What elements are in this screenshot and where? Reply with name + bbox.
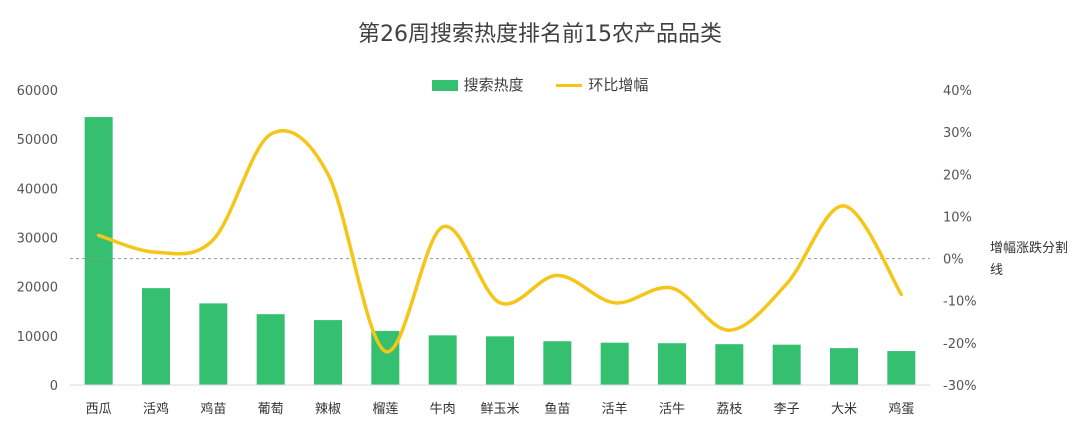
left-tick-label: 10000: [17, 330, 58, 345]
bar-鸡苗: [199, 303, 228, 385]
bar-牛肉: [428, 335, 457, 385]
bar-鲜玉米: [486, 336, 514, 385]
right-tick-label: 30%: [943, 126, 972, 141]
left-tick-label: 30000: [17, 232, 58, 247]
legend-bar-swatch: [431, 80, 458, 91]
right-tick-label: 20%: [943, 168, 972, 183]
legend-item-bar[interactable]: 搜索热度: [431, 74, 524, 95]
bar-葡萄: [256, 314, 285, 385]
right-axis: -30% -20% -10% 0% 10% 20% 30% 40%: [943, 84, 977, 394]
category-label: 活羊: [602, 401, 628, 417]
category-label: 西瓜: [86, 402, 112, 417]
left-axis: 0 10000 20000 30000 40000 50000 60000: [17, 84, 58, 394]
category-label: 鸡苗: [200, 401, 226, 417]
right-tick-label: 10%: [943, 210, 972, 225]
legend: 搜索热度 环比增幅: [0, 74, 1080, 95]
category-label: 活鸡: [143, 401, 169, 417]
legend-line-swatch: [556, 84, 583, 87]
bar-鱼苗: [543, 341, 572, 385]
bar-李子: [772, 344, 801, 385]
bar-大米: [830, 348, 858, 385]
right-tick-label: -20%: [943, 337, 977, 352]
category-label: 辣椒: [315, 402, 341, 417]
category-label: 鲜玉米: [480, 402, 519, 417]
chart-title: 第26周搜索热度排名前15农产品品类: [358, 22, 722, 47]
left-tick-label: 50000: [17, 133, 58, 148]
bar-辣椒: [314, 320, 342, 385]
category-label: 鸡蛋: [888, 401, 914, 417]
category-label: 活牛: [659, 402, 685, 417]
bar-西瓜: [84, 117, 113, 386]
right-tick-label: 40%: [943, 84, 972, 99]
category-label: 牛肉: [430, 402, 456, 417]
category-label: 李子: [774, 402, 800, 417]
category-axis: 西瓜 活鸡 鸡苗 葡萄 辣椒 榴莲 牛肉 鲜玉米 鱼苗 活羊 活牛 荔枝 李子 大米 鸡蛋: [86, 401, 915, 417]
category-label: 葡萄: [258, 402, 284, 417]
legend-line-label: 环比增幅: [588, 76, 649, 94]
legend-bar-label: 搜索热度: [463, 76, 524, 94]
legend-item-line[interactable]: 环比增幅: [556, 74, 648, 95]
category-label: 榴莲: [372, 402, 398, 417]
bar-鸡蛋: [887, 351, 916, 385]
left-tick-label: 40000: [17, 182, 58, 197]
divider-annotation: 增幅涨跌分割线: [990, 241, 1069, 278]
bar-活鸡: [142, 288, 170, 385]
category-label: 荔枝: [716, 402, 742, 417]
category-label: 大米: [831, 402, 857, 417]
right-tick-label: 0%: [943, 253, 964, 268]
right-tick-label: -30%: [943, 379, 977, 394]
bar-series: [84, 117, 916, 386]
left-tick-label: 0: [50, 379, 58, 394]
left-tick-label: 20000: [17, 281, 58, 296]
left-tick-label: 60000: [17, 84, 58, 99]
right-tick-label: -10%: [943, 295, 977, 310]
bar-活羊: [600, 342, 629, 385]
category-label: 鱼苗: [544, 401, 570, 417]
bar-活牛: [658, 343, 686, 385]
trend-line: [96, 129, 904, 354]
bar-荔枝: [715, 344, 744, 385]
